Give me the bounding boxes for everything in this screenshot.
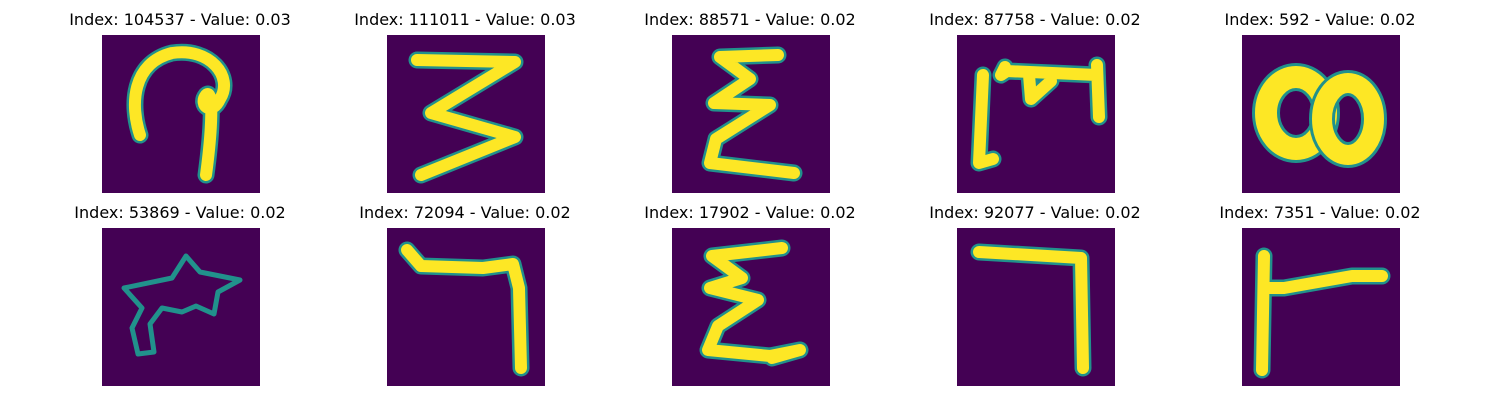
panel-title: Index: 7351 - Value: 0.02: [1219, 203, 1421, 222]
panel-title: Index: 104537 - Value: 0.03: [69, 10, 291, 29]
character-image: [672, 35, 830, 193]
panel-104537: Index: 104537 - Value: 0.03: [35, 10, 325, 200]
character-image: [957, 228, 1115, 386]
panel-title: Index: 17902 - Value: 0.02: [644, 203, 856, 222]
panel-7351: Index: 7351 - Value: 0.02: [1175, 203, 1465, 393]
panel-title: Index: 87758 - Value: 0.02: [929, 10, 1141, 29]
character-image: [672, 228, 830, 386]
glyph-epsilon-tail: [699, 239, 809, 367]
glyph-epsilon: [701, 46, 803, 182]
glyph-t-turned: [1253, 247, 1391, 379]
panel-17902: Index: 17902 - Value: 0.02: [605, 203, 895, 393]
glyph-hook-seven: [398, 241, 530, 377]
character-image: [957, 35, 1115, 193]
character-image: [387, 35, 545, 193]
panel-title: Index: 92077 - Value: 0.02: [929, 203, 1141, 222]
panel-53869: Index: 53869 - Value: 0.02: [35, 203, 325, 393]
character-image: [387, 228, 545, 386]
panel-title: Index: 72094 - Value: 0.02: [359, 203, 571, 222]
panel-111011: Index: 111011 - Value: 0.03: [320, 10, 610, 200]
panel-88571: Index: 88571 - Value: 0.02: [605, 10, 895, 200]
panel-title: Index: 592 - Value: 0.02: [1224, 10, 1416, 29]
panel-592: Index: 592 - Value: 0.02: [1175, 10, 1465, 200]
character-image: [102, 228, 260, 386]
panel-92077: Index: 92077 - Value: 0.02: [890, 203, 1180, 393]
glyph-loop-hook: [126, 43, 233, 184]
panel-title: Index: 111011 - Value: 0.03: [354, 10, 576, 29]
panel-title: Index: 53869 - Value: 0.02: [74, 203, 286, 222]
glyph-blob: [121, 253, 243, 357]
glyph-seven: [970, 243, 1092, 377]
character-image: [1242, 35, 1400, 193]
character-image: [102, 35, 260, 193]
glyph-double-circle: [1252, 63, 1387, 168]
glyph-bracket-m: [970, 56, 1108, 172]
glyph-reversed-s: [408, 51, 524, 184]
panel-87758: Index: 87758 - Value: 0.02: [890, 10, 1180, 200]
panel-72094: Index: 72094 - Value: 0.02: [320, 203, 610, 393]
panel-title: Index: 88571 - Value: 0.02: [644, 10, 856, 29]
character-image: [1242, 228, 1400, 386]
